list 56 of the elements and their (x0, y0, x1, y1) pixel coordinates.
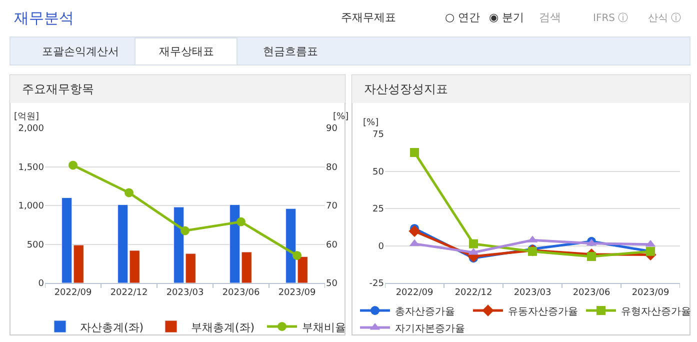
y2-tick-label: 60 (326, 240, 338, 250)
point (587, 252, 596, 261)
y-tick-label: 2,000 (18, 124, 44, 134)
y-tick-label: 0 (38, 279, 44, 290)
text: 재무상태표 (159, 45, 214, 58)
y2-tick-label: 70 (326, 202, 338, 212)
legend-label: 부채비율 (302, 320, 346, 334)
legend-label: 부채총계(좌) (191, 320, 255, 334)
text: ◉ 분기 (489, 11, 524, 24)
y-tick-label: 1,500 (18, 162, 44, 173)
point (408, 225, 420, 237)
legend-label: 자기자본증가율 (395, 323, 465, 334)
y-tick-label: 25 (372, 204, 384, 215)
y-tick-label: 0 (378, 242, 384, 252)
y2-axis-title: [%] (333, 112, 349, 122)
y2-tick-label: 80 (326, 162, 338, 173)
text: IFRS ⓘ (593, 12, 628, 24)
x-tick-label: 2022/09 (396, 288, 434, 298)
y-tick-label: 50 (372, 167, 384, 178)
text: 포괄손익계산서 (42, 45, 119, 58)
x-tick-label: 2022/12 (110, 288, 148, 298)
text: 주재무제표 (341, 11, 396, 24)
x-tick-label: 2023/06 (572, 288, 610, 298)
text: 현금흐름표 (263, 45, 318, 58)
x-tick-label: 2023/09 (632, 288, 670, 298)
point (292, 250, 302, 260)
x-tick-label: 2022/12 (454, 288, 492, 298)
x-tick-label: 2023/03 (166, 288, 204, 298)
point (124, 188, 134, 198)
chart-title: 주요재무항목 (22, 82, 94, 96)
legend-label: 자산총계(좌) (80, 320, 144, 334)
x-tick-label: 2023/06 (222, 288, 260, 298)
point (236, 217, 246, 226)
text: 재무분석 (14, 9, 74, 27)
legend-label: 유동자산증가율 (508, 306, 578, 318)
y2-tick-label: 90 (326, 124, 338, 134)
x-tick-label: 2022/09 (54, 288, 92, 298)
text: 검색 (539, 11, 561, 24)
point (68, 160, 78, 170)
chart-title: 자산성장성지표 (364, 82, 448, 96)
y-tick-label: -25 (369, 279, 384, 290)
point (180, 226, 190, 236)
y-tick-label: 500 (26, 240, 44, 250)
point (469, 239, 478, 248)
y2-tick-label: 50 (326, 279, 338, 290)
point (410, 148, 419, 157)
text: ○ 연간 (445, 11, 480, 24)
y-axis-title: [%] (363, 118, 379, 128)
y-tick-label: 1,000 (18, 202, 44, 212)
y-axis-title: [억원] (14, 112, 40, 122)
text: 산식 ⓘ (648, 12, 682, 24)
y-tick-label: 75 (372, 130, 384, 140)
legend-label: 총자산증가율 (395, 306, 455, 318)
x-tick-label: 2023/03 (514, 288, 552, 298)
x-tick-label: 2023/09 (278, 288, 316, 298)
legend-label: 유형자산증가율 (621, 306, 691, 318)
